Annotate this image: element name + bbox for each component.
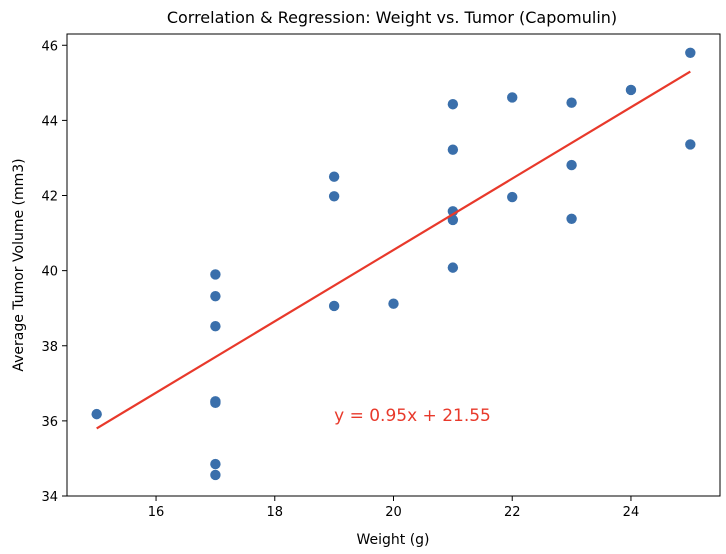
x-tick-label: 16 [148, 505, 165, 520]
x-tick-label: 22 [504, 505, 521, 520]
data-point [210, 290, 221, 302]
data-point [210, 458, 221, 470]
data-point [210, 397, 221, 409]
data-point [507, 191, 518, 203]
data-point [447, 214, 459, 226]
y-tick-label: 46 [41, 39, 58, 54]
data-point [328, 300, 340, 312]
x-tick-label: 18 [266, 505, 283, 520]
y-tick-label: 42 [41, 190, 58, 205]
data-point [566, 97, 577, 108]
y-axis-label: Average Tumor Volume (mm3) [11, 158, 27, 371]
data-point [328, 191, 340, 202]
plot-area: 16 18 20 22 24 34 36 38 40 42 44 46 y = 0.95x + 21.5… [41, 39, 696, 520]
data-point [328, 171, 340, 182]
plot-frame [66, 33, 721, 497]
data-point [507, 92, 518, 103]
data-point [210, 321, 221, 332]
x-tick-label: 20 [385, 505, 402, 520]
data-point [447, 99, 459, 110]
x-tick-label: 24 [623, 505, 640, 520]
data-point [685, 139, 696, 150]
regression-line [96, 70, 691, 430]
data-point [447, 262, 459, 273]
y-tick-label: 40 [41, 265, 58, 280]
regression-equation: y = 0.95x + 21.55 [334, 406, 491, 426]
data-point [566, 159, 577, 171]
data-point [91, 408, 102, 420]
chart-title: Correlation & Regression: Weight vs. Tum… [167, 8, 617, 27]
data-point [210, 269, 221, 280]
y-tick-label: 44 [41, 114, 58, 129]
y-tick-label: 36 [41, 415, 58, 430]
data-point [566, 213, 577, 224]
data-point [625, 84, 637, 96]
data-point [447, 144, 459, 155]
data-point [388, 298, 399, 309]
x-axis-label: Weight (g) [356, 532, 429, 548]
y-tick-label: 34 [41, 490, 58, 505]
y-tick-label: 38 [41, 340, 58, 355]
data-point [685, 47, 696, 58]
data-point [210, 469, 221, 481]
